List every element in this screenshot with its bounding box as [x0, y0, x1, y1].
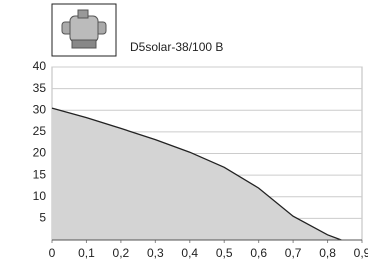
- y-tick-label: 30: [33, 102, 47, 116]
- x-tick-label: 0,5: [216, 246, 233, 260]
- y-tick-label: 40: [33, 59, 47, 73]
- x-tick-label: 0,3: [147, 246, 164, 260]
- chart: D5solar-38/100 B 5 10 15 20 25 30 35 40 0 0,1 0,2 0…: [0, 0, 368, 267]
- x-tick-label: 0,8: [319, 246, 336, 260]
- x-tick-label: 0,2: [113, 246, 130, 260]
- x-tick-label: 0,9: [354, 246, 368, 260]
- y-tick-label: 5: [39, 211, 46, 225]
- x-tick-label: 0,6: [250, 246, 267, 260]
- x-tick-label: 0,4: [181, 246, 198, 260]
- x-tick-label: 0: [49, 246, 56, 260]
- chart-title: D5solar-38/100 B: [130, 40, 223, 54]
- y-tick-label: 35: [33, 81, 47, 95]
- x-tick-label: 0,1: [78, 246, 95, 260]
- y-tick-label: 20: [33, 146, 47, 160]
- pump-icon: [52, 4, 116, 56]
- y-tick-label: 25: [33, 124, 47, 138]
- x-tick-label: 0,7: [285, 246, 302, 260]
- y-tick-label: 15: [33, 167, 47, 181]
- page: {"chart_data": {"type": "area", "title":…: [0, 0, 368, 267]
- y-tick-label: 10: [33, 189, 47, 203]
